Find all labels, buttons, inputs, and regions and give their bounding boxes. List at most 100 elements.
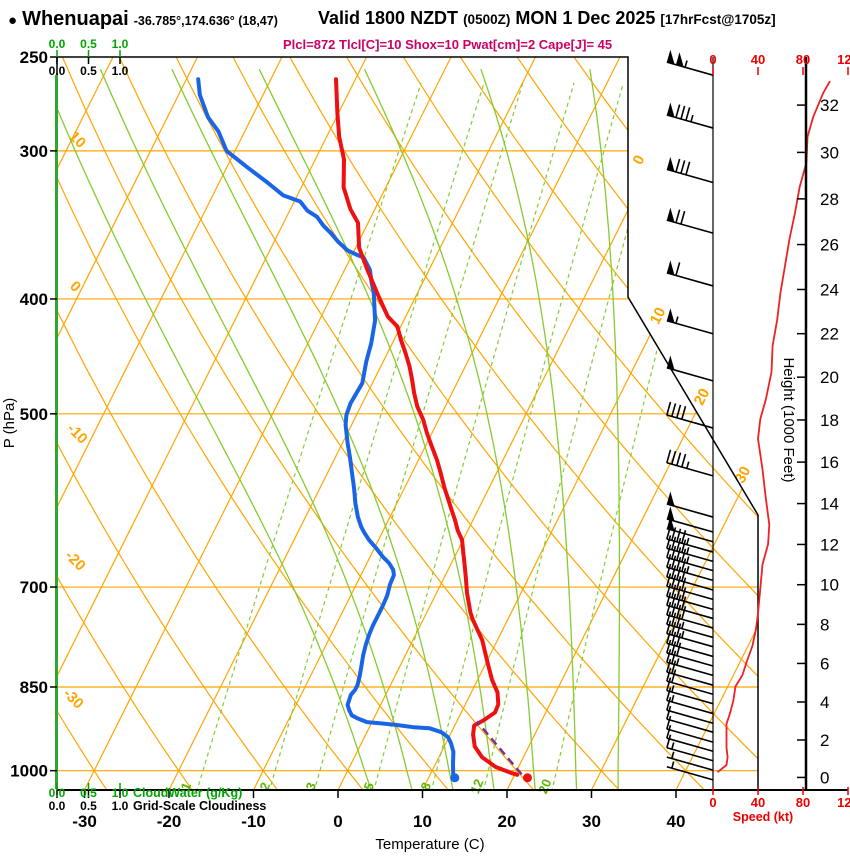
svg-text:0: 0: [820, 768, 829, 787]
svg-text:1000: 1000: [10, 762, 48, 781]
svg-text:20: 20: [820, 368, 839, 387]
wind-barb: [666, 49, 714, 76]
svg-text:4: 4: [820, 693, 829, 712]
wind-barb: [666, 724, 714, 753]
dewpoint-curve: [196, 77, 456, 777]
svg-text:80: 80: [796, 52, 810, 67]
surface-dewpoint-dot: [450, 773, 460, 783]
svg-text:0.5: 0.5: [80, 786, 97, 800]
svg-text:20: 20: [498, 812, 517, 831]
wind-barb: [666, 506, 714, 533]
svg-text:40: 40: [751, 795, 765, 810]
svg-text:20: 20: [535, 777, 554, 796]
speed-axis: 0040408080120120Speed (kt): [709, 52, 850, 824]
svg-text:32: 32: [820, 96, 839, 115]
station-name: Whenuapai: [22, 8, 129, 30]
forecast-hour: [17hrFcst@1705z]: [660, 12, 776, 27]
svg-text:18: 18: [820, 411, 839, 430]
svg-text:Grid-Scale Cloudiness: Grid-Scale Cloudiness: [133, 799, 266, 813]
svg-text:850: 850: [20, 678, 48, 697]
wind-barb: [666, 102, 714, 129]
wind-barb: [666, 401, 714, 429]
svg-text:40: 40: [751, 52, 765, 67]
parcel-path: [476, 720, 523, 776]
svg-text:-20: -20: [62, 547, 89, 574]
wind-barb: [666, 260, 714, 287]
svg-text:1.0: 1.0: [112, 37, 129, 51]
surface-temperature-dot: [522, 773, 532, 783]
svg-text:-30: -30: [60, 685, 87, 712]
svg-text:30: 30: [820, 143, 839, 162]
svg-text:12: 12: [467, 777, 486, 796]
svg-text:-30: -30: [72, 812, 97, 831]
plot-border: [56, 56, 848, 791]
bullet-icon: ●: [8, 12, 18, 29]
svg-text:12: 12: [820, 535, 839, 554]
wind-barb: [666, 308, 714, 335]
surface-markers: [450, 773, 532, 783]
svg-text:30: 30: [732, 464, 755, 487]
wind-barb: [666, 554, 714, 582]
svg-text:6: 6: [820, 654, 829, 673]
svg-text:CloudWater (g/Kg): CloudWater (g/Kg): [133, 786, 242, 800]
svg-text:500: 500: [20, 405, 48, 424]
wind-barb: [666, 491, 714, 518]
station-header: ● Whenuapai -36.785°,174.636° (18,47): [8, 8, 278, 31]
svg-text:120: 120: [837, 52, 850, 67]
svg-text:2: 2: [820, 731, 829, 750]
wind-barb: [666, 696, 714, 725]
svg-text:28: 28: [820, 190, 839, 209]
svg-text:0.0: 0.0: [49, 786, 66, 800]
wind-barb: [666, 601, 714, 629]
svg-text:0: 0: [709, 52, 716, 67]
temperature-curve: [334, 77, 520, 777]
svg-text:22: 22: [820, 325, 839, 344]
wind-barb: [666, 544, 714, 572]
wind-barbs: [666, 49, 714, 781]
svg-text:30: 30: [582, 812, 601, 831]
wind-barb: [666, 761, 714, 781]
speed-profile-curve: [716, 80, 831, 773]
svg-text:0: 0: [630, 152, 649, 167]
temperature-axis: -30 -20 -10 0 10 20 30 40 Temperature (C): [72, 790, 685, 853]
station-coordinates: -36.785°,174.636° (18,47): [133, 14, 278, 28]
svg-text:0: 0: [66, 278, 84, 296]
pressure-axis: 250 300 400 500 700 850 1000 P (hPa): [1, 48, 57, 781]
svg-text:26: 26: [820, 236, 839, 255]
svg-text:0: 0: [709, 795, 716, 810]
svg-text:P (hPa): P (hPa): [1, 398, 18, 449]
valid-zulu-time: (0500Z): [463, 12, 511, 27]
svg-text:8: 8: [820, 615, 829, 634]
svg-text:-20: -20: [157, 812, 182, 831]
svg-text:0.0: 0.0: [49, 37, 66, 51]
svg-text:16: 16: [820, 453, 839, 472]
svg-text:1.0: 1.0: [112, 64, 129, 78]
svg-text:250: 250: [20, 48, 48, 67]
grid: [57, 57, 758, 790]
wind-barb: [666, 751, 714, 771]
valid-time-header: Valid 1800 NZDT (0500Z) MON 1 Dec 2025 […: [318, 8, 781, 29]
wind-barb: [666, 630, 714, 658]
wind-barb: [666, 734, 714, 762]
wind-barb: [666, 355, 714, 382]
wind-barb: [666, 156, 714, 184]
svg-text:10: 10: [413, 812, 432, 831]
svg-text:400: 400: [20, 290, 48, 309]
svg-text:1.0: 1.0: [112, 786, 129, 800]
svg-text:Height (1000 Feet): Height (1000 Feet): [780, 357, 797, 482]
svg-text:20: 20: [691, 386, 714, 409]
svg-text:-10: -10: [241, 812, 266, 831]
svg-text:120: 120: [837, 795, 850, 810]
svg-text:700: 700: [20, 578, 48, 597]
wind-barb: [666, 573, 714, 601]
cloud-scales: 0.00.00.00.00.50.50.50.51.01.01.01.0Clou…: [49, 37, 267, 813]
svg-text:0.5: 0.5: [80, 64, 97, 78]
svg-text:0.0: 0.0: [49, 799, 66, 813]
valid-date: MON 1 Dec 2025: [515, 8, 656, 28]
wind-barb: [666, 639, 714, 667]
wind-barb: [666, 667, 714, 695]
svg-text:10: 10: [820, 576, 839, 595]
